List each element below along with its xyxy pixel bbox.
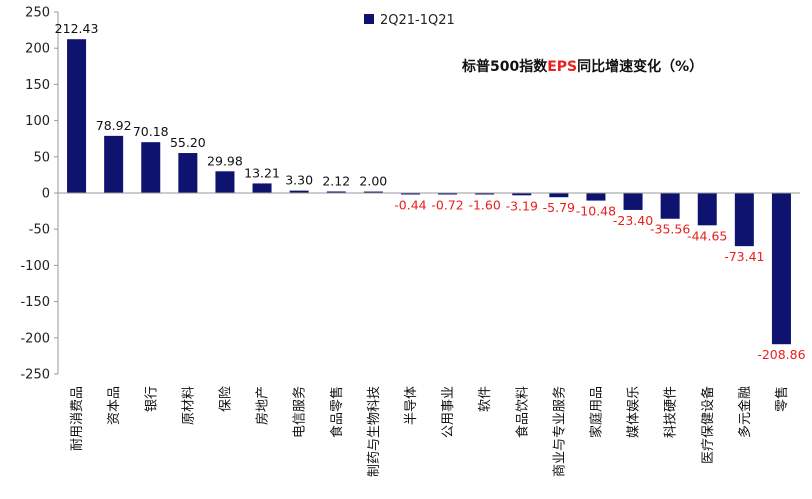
data-label: -23.40 bbox=[613, 213, 653, 228]
x-tick-label: 商业与专业服务 bbox=[551, 386, 567, 477]
y-tick-label: -200 bbox=[20, 331, 50, 346]
x-tick-label: 制药与生物科技 bbox=[367, 386, 382, 477]
y-tick-label: -50 bbox=[29, 223, 50, 238]
bar bbox=[438, 193, 458, 195]
data-label: -5.79 bbox=[543, 200, 575, 215]
x-tick-label: 家庭用品 bbox=[588, 386, 604, 438]
y-tick-label: 200 bbox=[25, 42, 50, 57]
data-label: 212.43 bbox=[55, 21, 99, 36]
data-label: -0.44 bbox=[394, 198, 426, 213]
y-tick-label: -250 bbox=[20, 368, 50, 383]
data-label: 2.12 bbox=[322, 173, 350, 188]
data-label: 2.00 bbox=[359, 174, 387, 189]
x-tick-label: 软件 bbox=[478, 386, 493, 412]
category-labels: 耐用消费品 资本品 银行 原材料 保险 房地产 电信服务 食品零售 制药与生物科技 半导体 公用事业… bbox=[70, 386, 790, 477]
data-label: 13.21 bbox=[244, 165, 280, 180]
data-label: -3.19 bbox=[506, 198, 538, 213]
x-tick-label: 银行 bbox=[144, 386, 159, 412]
x-tick-label: 公用事业 bbox=[441, 386, 456, 438]
bar bbox=[549, 193, 569, 198]
x-tick-label: 保险 bbox=[218, 386, 233, 412]
bar bbox=[771, 193, 791, 345]
bar bbox=[104, 135, 124, 193]
data-label: -208.86 bbox=[757, 347, 805, 362]
legend-swatch bbox=[364, 14, 374, 24]
x-tick-label: 零售 bbox=[774, 386, 790, 412]
bar bbox=[178, 153, 198, 193]
bar bbox=[400, 193, 420, 195]
chart-title: 标普500指数EPS同比增速变化（%） bbox=[461, 58, 703, 75]
bar bbox=[67, 39, 87, 193]
x-tick-label: 食品饮料 bbox=[514, 386, 530, 438]
x-tick-label: 房地产 bbox=[255, 386, 271, 425]
bar bbox=[326, 191, 346, 193]
chart-title-part: 同比增速变化（%） bbox=[577, 58, 703, 75]
bar bbox=[475, 193, 495, 195]
chart-title-part: 标普500指数 bbox=[461, 58, 548, 75]
y-tick-label: 0 bbox=[42, 187, 50, 202]
data-label: -44.65 bbox=[687, 228, 727, 243]
data-label: 70.18 bbox=[133, 124, 169, 139]
data-label: -0.72 bbox=[431, 198, 463, 213]
data-label: -73.41 bbox=[724, 249, 764, 264]
y-tick-label: 250 bbox=[25, 6, 50, 21]
data-label: -1.60 bbox=[468, 198, 500, 213]
y-tick-label: 100 bbox=[25, 114, 50, 129]
bar bbox=[289, 190, 309, 193]
y-axis: -250 -200 -150 -100 -50 0 50 100 150 200 250 bbox=[20, 6, 59, 383]
bar bbox=[660, 193, 680, 219]
x-tick-label: 原材料 bbox=[181, 386, 196, 425]
bar bbox=[734, 193, 754, 247]
bar bbox=[623, 193, 643, 210]
data-label: 55.20 bbox=[170, 135, 206, 150]
x-tick-label: 食品零售 bbox=[329, 386, 345, 438]
legend-series-name: 2Q21-1Q21 bbox=[380, 13, 455, 28]
data-label: -35.56 bbox=[650, 222, 690, 237]
x-tick-label: 耐用消费品 bbox=[70, 386, 85, 451]
bar bbox=[215, 171, 235, 193]
data-label: 3.30 bbox=[285, 173, 313, 188]
x-tick-label: 电信服务 bbox=[292, 386, 308, 438]
bar bbox=[141, 142, 161, 193]
bar bbox=[512, 193, 532, 196]
y-tick-label: 50 bbox=[33, 150, 50, 165]
x-tick-label: 多元金融 bbox=[737, 386, 753, 438]
y-tick-label: -150 bbox=[20, 295, 50, 310]
x-tick-label: 半导体 bbox=[404, 386, 419, 425]
y-tick-label: -100 bbox=[20, 259, 50, 274]
bar bbox=[697, 193, 717, 226]
chart-title-part: EPS bbox=[547, 59, 577, 75]
data-label: -10.48 bbox=[576, 204, 616, 219]
data-label: 78.92 bbox=[96, 118, 132, 133]
y-tick-label: 150 bbox=[25, 78, 50, 93]
bars bbox=[67, 39, 791, 345]
bar bbox=[363, 191, 383, 194]
x-tick-label: 资本品 bbox=[107, 386, 122, 425]
x-tick-label: 科技硬件 bbox=[664, 386, 679, 438]
x-tick-label: 医疗保健设备 bbox=[700, 386, 716, 464]
bar bbox=[586, 193, 606, 201]
data-label: 29.98 bbox=[207, 153, 243, 168]
x-tick-label: 媒体娱乐 bbox=[627, 386, 642, 438]
legend: 2Q21-1Q21 bbox=[364, 13, 455, 28]
bar bbox=[252, 183, 272, 193]
